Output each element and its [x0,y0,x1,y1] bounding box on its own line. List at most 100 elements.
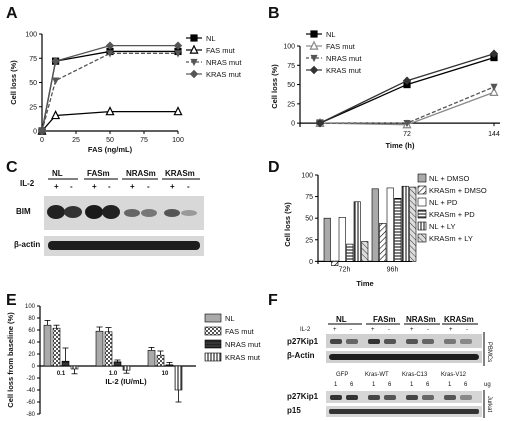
blot-f-band [422,339,434,344]
e-x-axis-label: IL-2 (IU/mL) [105,377,147,386]
blot-f-dose: 6 [426,382,430,388]
blot-f-sign: - [427,327,429,333]
blot-f-row2-p15: p15 [287,406,301,415]
e-y-tick-label: 0 [32,364,36,370]
a-legend-marker [190,58,198,67]
e-legend-label: FAS mut [225,327,255,336]
e-bar [43,324,52,367]
blot-f-dose: 1 [334,382,338,388]
d-legend-label: NL + DMSO [429,174,470,183]
d-y-tick-label: 25 [305,237,313,244]
a-data-point [51,56,60,66]
b-data-point [489,86,499,96]
e-y-tick-label: 80 [28,316,35,322]
blot-f-dose: 1 [448,382,452,388]
a-legend-label: NL [206,34,216,43]
e-x-tick-label: 10 [162,371,169,377]
a-x-axis-label: FAS (ng/mL) [88,145,133,154]
blot-f-group2-krasv12: Kras-V12 [441,372,467,378]
a-data-point [105,106,115,116]
blot-c-sign: - [108,182,111,191]
d-y-axis-label: Cell loss (%) [283,202,292,247]
e-legend-swatch [204,326,222,336]
e-bar [147,350,156,367]
b-legend-label: NRAS mut [326,54,362,63]
e-y-tick-label: 100 [25,304,36,310]
a-data-point [173,41,183,50]
e-legend-label: KRAS mut [225,353,261,362]
blot-f-group-krasm: KRASm [444,315,474,324]
a-data-point [174,50,182,58]
blot-c-group-nrasm: NRASm [126,169,156,178]
e-bar [70,365,79,370]
a-series-line [41,52,178,132]
blot-c-band [85,205,103,219]
blot-f-band [444,339,456,344]
d-legend-swatch [417,209,427,219]
b-y-tick-label: 0 [291,121,295,128]
blot-f-band [330,339,342,344]
e-bar [122,365,131,371]
b-data-point [315,118,325,128]
blot-f-band [460,395,472,400]
blot-c-band [47,205,65,219]
panel-label-b: B [268,5,280,22]
a-legend-label: NRAS mut [206,58,242,67]
blot-f-membrane-p27-jurkat [326,391,482,403]
blot-f-side-label-pbmcs: PBMCs [486,342,492,362]
blot-c-sign: - [70,182,73,191]
e-bar [165,364,174,367]
d-y-tick-label: 100 [301,173,313,180]
blot-f-dose: 6 [388,382,392,388]
d-bar [338,217,346,262]
b-data-point [490,83,498,91]
blot-f-band [406,395,418,400]
d-legend-swatch [417,173,427,183]
a-legend-label: KRAS mut [206,70,242,79]
e-y-tick-label: -40 [26,388,35,394]
e-y-tick-label: 60 [28,328,35,334]
blot-c-sign: + [54,182,59,191]
blot-f-band [384,339,396,344]
b-y-tick-label: 50 [287,82,295,89]
blot-f-group-fasm: FASm [373,315,396,324]
b-y-tick-label: 75 [287,63,295,70]
a-y-axis-label: Cell loss (%) [9,60,18,105]
a-data-point [51,110,61,120]
chart-d: 0 25 50 75 100 72h 96h Time Cell loss (%) NL + DM… [283,173,487,289]
blot-c-band [124,209,140,217]
blot-c-sign: + [92,182,97,191]
b-legend-marker [310,54,318,63]
blot-f-dose: 6 [350,382,354,388]
d-legend-label: NL + LY [429,222,455,231]
blot-c-sign: - [147,182,150,191]
a-legend-marker [190,34,198,42]
blot-f-row-p27: p27Kip1 [287,337,319,346]
blot-f-sign: + [333,327,337,333]
blot-f-dose: 1 [372,382,376,388]
b-data-point [403,120,411,128]
blot-f-band [368,395,380,400]
d-bar [394,198,402,262]
e-y-tick-label: -20 [26,376,35,382]
blot-f-sign: - [466,327,468,333]
d-legend-label: KRASm + PD [429,210,475,219]
d-bar [386,187,394,262]
b-legend-label: KRAS mut [326,66,362,75]
b-legend-label: NL [326,30,336,39]
d-legend-swatch [417,197,427,207]
e-bar [113,361,122,367]
d-bar [409,186,417,262]
blot-f-dose: 6 [464,382,468,388]
blot-c-band [164,209,180,217]
blot-f-sign: + [449,327,453,333]
d-legend-label: KRASm + LY [429,234,473,243]
d-bar [331,261,339,266]
b-x-axis-label: Time (h) [385,141,415,150]
a-series-line [41,110,178,132]
blot-f-group2-gfp: GFP [336,372,348,378]
blot-f-actin-band [329,354,479,360]
a-x-tick-label: 50 [106,137,114,144]
e-bar [174,365,183,391]
blot-f-sign: - [388,327,390,333]
